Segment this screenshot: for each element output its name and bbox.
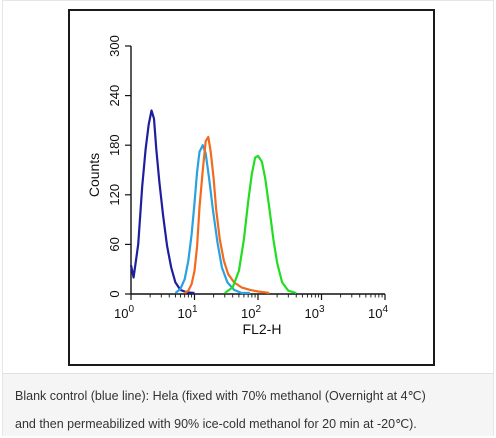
x-axis-title: FL2-H bbox=[243, 321, 282, 337]
plot-frame bbox=[68, 9, 435, 366]
x-tick-label: 102 bbox=[241, 304, 261, 321]
figure-caption: Blank control (blue line): Hela (fixed w… bbox=[3, 373, 493, 436]
caption-line-1: Blank control (blue line): Hela (fixed w… bbox=[15, 389, 426, 403]
x-tick-label: 100 bbox=[114, 304, 134, 321]
x-tick-label: 103 bbox=[304, 304, 324, 321]
y-tick-label: 300 bbox=[107, 35, 122, 57]
y-tick-label: 60 bbox=[107, 237, 122, 251]
series-line-1 bbox=[129, 109, 195, 295]
y-tick-label: 240 bbox=[107, 85, 122, 107]
series-line-3 bbox=[184, 135, 270, 295]
x-tick-label: 101 bbox=[177, 304, 197, 321]
y-tick-label: 120 bbox=[107, 184, 122, 206]
caption-line-2: and then permeabilized with 90% ice-cold… bbox=[15, 417, 417, 431]
flow-histogram-chart: 100 101 102 103 104 0 60 120 180 240 300 FL2-H Count… bbox=[86, 35, 388, 337]
y-tick-label: 0 bbox=[107, 290, 122, 297]
series-line-4 bbox=[224, 154, 297, 295]
x-tick-label: 104 bbox=[368, 304, 388, 321]
y-axis-title: Counts bbox=[86, 153, 102, 197]
y-tick-label: 180 bbox=[107, 134, 122, 156]
